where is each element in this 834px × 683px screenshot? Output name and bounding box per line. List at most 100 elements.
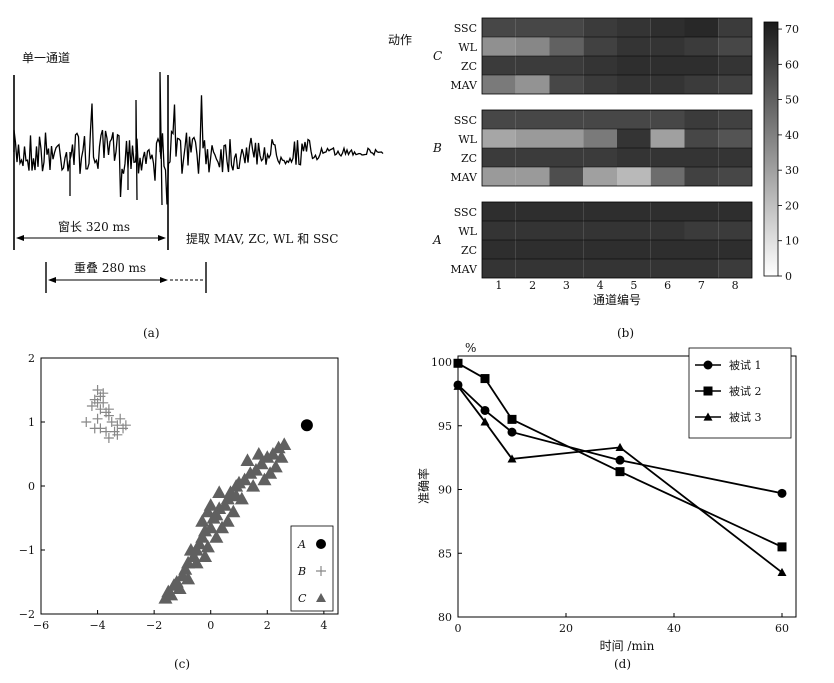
heatmap-cell-C-MAV-2 (515, 75, 550, 94)
x-tick-label: 6 (664, 279, 671, 292)
heatmap-cell-C-MAV-5 (617, 75, 651, 94)
y-tick-label: 95 (438, 420, 452, 433)
heatmap-cell-C-MAV-8 (718, 75, 752, 94)
colorbar-tick-label: 10 (785, 235, 799, 248)
data-point-B (92, 413, 103, 424)
data-point-C (265, 447, 280, 460)
data-point-C (246, 479, 261, 492)
heatmap-cell-B-WL-3 (549, 129, 584, 148)
x-tick-label: −6 (33, 619, 49, 632)
data-point-C (203, 498, 218, 511)
data-point-C (268, 459, 283, 473)
x-axis-label: 时间 /min (600, 639, 655, 653)
heatmap-cell-B-ZC-6 (650, 148, 685, 167)
colorbar-tick-label: 50 (785, 94, 799, 107)
data-point-B (89, 423, 100, 434)
data-point-B (92, 397, 103, 408)
data-point-C (178, 562, 193, 575)
colorbar-tick-label: 30 (785, 164, 799, 177)
feature-label-A-WL: WL (458, 225, 477, 238)
heatmap-cell-A-WL-8 (718, 221, 752, 240)
feature-label-C-MAV: MAV (450, 79, 478, 92)
data-point-B (106, 417, 117, 427)
feature-label-B-SSC: SSC (454, 114, 477, 127)
panel-c-scatter: −6 −4 −2 0 2 4 −2 −1 0 1 2 A B C (19, 352, 339, 632)
data-point-B (112, 429, 123, 440)
feature-label-B-WL: WL (458, 133, 477, 146)
heatmap-cell-A-MAV-8 (718, 259, 752, 278)
legend-marker-C (316, 593, 326, 602)
data-point-C (189, 555, 204, 569)
data-point-series-1 (480, 405, 490, 415)
colorbar-tick-label: 40 (785, 129, 799, 142)
heatmap-cell-C-MAV-6 (650, 75, 685, 94)
heatmap-cell-C-SSC-2 (515, 18, 550, 37)
heatmap-cell-A-SSC-4 (583, 202, 617, 221)
action-label-A: A (432, 233, 442, 247)
heatmap-cell-B-MAV-7 (684, 167, 719, 186)
heatmap-cell-A-WL-1 (482, 221, 516, 240)
heatmap-cell-C-MAV-4 (583, 75, 617, 94)
x-tick-label: 0 (207, 619, 214, 632)
data-point-C (240, 453, 255, 466)
heatmap-cell-C-SSC-3 (549, 18, 584, 37)
heatmap-cell-B-MAV-4 (583, 167, 617, 186)
data-point-C (195, 530, 210, 543)
heatmap-cell-C-WL-7 (684, 37, 719, 56)
data-point-C (183, 543, 198, 556)
heatmap-cell-C-SSC-6 (650, 18, 685, 37)
data-point-C (181, 571, 196, 585)
heatmap-cell-A-ZC-7 (684, 240, 719, 259)
heatmap-cell-B-MAV-2 (515, 167, 550, 186)
data-point-series-3 (777, 567, 787, 576)
heatmap-cell-B-MAV-6 (650, 167, 685, 186)
legend-marker-A (316, 539, 326, 549)
data-point-B (103, 404, 114, 415)
data-point-C (203, 520, 218, 534)
x-tick-label: 2 (529, 279, 536, 292)
data-point-series-2 (777, 542, 787, 552)
legend-label-A: A (297, 538, 306, 551)
heatmap-cell-A-WL-4 (583, 221, 617, 240)
heatmap-cell-C-WL-1 (482, 37, 516, 56)
heatmap-cell-C-ZC-5 (617, 56, 651, 75)
heatmap-cell-B-MAV-1 (482, 167, 516, 186)
feature-label-C-SSC: SSC (454, 22, 477, 35)
data-point-B (103, 433, 114, 443)
window-arrowhead-left (16, 235, 24, 241)
data-point-C (229, 488, 244, 502)
x-tick-label: 7 (698, 279, 705, 292)
panel-a: 单一通道 窗长 320 ms 提取 MAV, ZC, WL 和 SSC 重叠 2… (13, 51, 384, 340)
heatmap-cell-B-WL-4 (583, 129, 617, 148)
single-channel-label: 单一通道 (22, 51, 70, 65)
data-point-C (192, 536, 207, 550)
x-tick-label: 3 (563, 279, 570, 292)
x-axis-label: 通道编号 (593, 292, 641, 307)
legend-box (290, 525, 334, 612)
x-tick-label: 40 (667, 622, 681, 635)
heatmap-cell-A-MAV-5 (617, 259, 651, 278)
data-point-C (277, 437, 292, 450)
heatmap-cell-C-ZC-2 (515, 56, 550, 75)
action-label-C: C (433, 49, 442, 63)
y-axis-label: 准确率 (416, 468, 431, 504)
heatmap-cell-A-MAV-6 (650, 259, 685, 278)
y-tick-label: 90 (438, 484, 452, 497)
data-point-B (115, 413, 126, 424)
legend-label-2: 被试 2 (729, 385, 762, 398)
data-point-C (164, 587, 179, 601)
heatmap-cell-A-WL-7 (684, 221, 719, 240)
data-point-B (81, 417, 92, 427)
data-point-B (98, 388, 109, 399)
data-point-C (209, 530, 224, 543)
x-tick-label: 8 (732, 279, 739, 292)
feature-label-B-ZC: ZC (461, 152, 477, 165)
heatmap-cell-B-ZC-5 (617, 148, 651, 167)
heatmap-cell-C-WL-6 (650, 37, 685, 56)
heatmap-cell-B-SSC-5 (617, 110, 651, 129)
data-point-C (234, 491, 249, 505)
data-point-C (226, 504, 241, 518)
feature-label-A-MAV: MAV (450, 263, 478, 276)
data-point-series-2 (453, 358, 463, 368)
legend-label-B: B (297, 565, 306, 578)
